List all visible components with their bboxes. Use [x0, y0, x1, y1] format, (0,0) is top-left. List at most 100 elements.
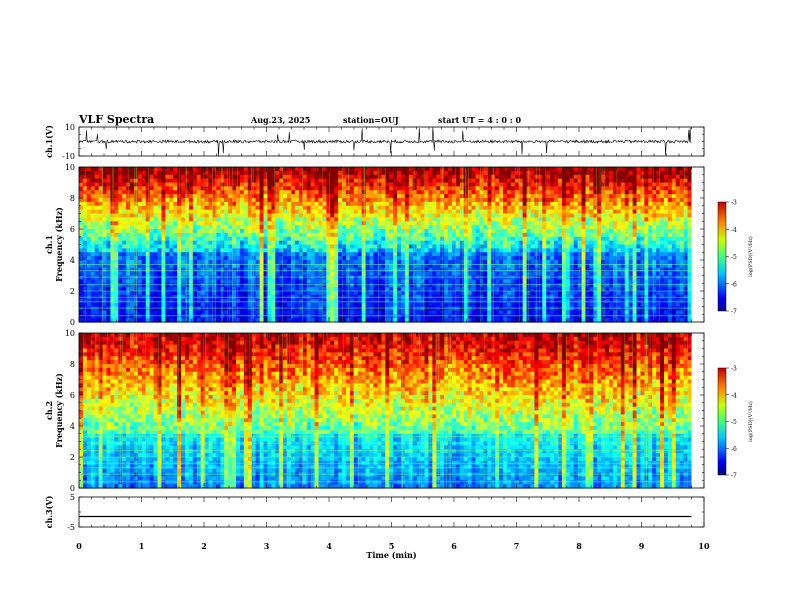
ch1-spectrogram-cell [169, 306, 174, 311]
ch1-spectrogram-cell [546, 232, 551, 238]
ch1-spectrogram-cell [200, 186, 206, 191]
ch1-spectrogram-cell [326, 182, 331, 187]
ch1-spectrogram-cell [314, 263, 320, 269]
ch1-spectrogram-cell [459, 248, 465, 253]
ch1-spectrogram-cell [334, 167, 339, 172]
ch1-spectrogram-cell [114, 271, 119, 277]
ch1-spectrogram-cell [149, 174, 155, 180]
ch1-spectrogram-cell [169, 217, 174, 222]
ch1-spectrogram-cell [397, 186, 402, 191]
ch1-spectrogram-cell [377, 314, 382, 319]
ch1-spectrogram-cell [302, 213, 308, 218]
ch1-spectrogram-cell [298, 244, 304, 249]
ch1-spectrogram-cell [192, 252, 198, 257]
ch1-spectrogram-cell [79, 240, 84, 246]
ch1-spectrogram-cell [239, 252, 245, 257]
ch1-spectrogram-cell [279, 201, 284, 207]
ch1-spectrogram-cell [216, 236, 221, 242]
ch1-spectrogram-cell [267, 178, 272, 184]
ch1-spectrogram-cell [86, 194, 92, 199]
ch1-spectrogram-cell [220, 194, 225, 199]
ch1-spectrogram-cell [475, 306, 481, 311]
ch1-spectrogram-cell [561, 260, 567, 265]
ch1-spectrogram-cell [514, 260, 520, 265]
ch1-spectrogram-cell [236, 217, 241, 222]
ch1-spectrogram-cell [479, 244, 485, 249]
ch1-spectrogram-cell [267, 260, 272, 265]
ch1-spectrogram-cell [208, 318, 214, 323]
ch1-spectrogram-cell [224, 244, 229, 249]
ch1-spectrogram-cell [149, 190, 155, 195]
ch1-spectrogram-cell [452, 248, 457, 253]
ch1-spectrogram-cell [467, 240, 473, 246]
ch1-spectrogram-cell [389, 182, 394, 187]
ch1-spectrogram-cell [82, 306, 88, 311]
ch1-spectrogram-cell [90, 263, 96, 269]
ch1-spectrogram-cell [247, 310, 253, 315]
ch1-spectrogram-cell [212, 263, 218, 269]
ch1-spectrogram-cell [424, 263, 430, 269]
ch1-spectrogram-cell [275, 252, 280, 257]
ch1-spectrogram-cell [212, 260, 218, 265]
ch1-spectrogram-cell [455, 283, 461, 288]
ch1-spectrogram-cell [133, 256, 139, 261]
ch1-spectrogram-cell [510, 225, 516, 230]
ch1-spectrogram-cell [306, 279, 312, 284]
ch1-spectrogram-cell [514, 298, 520, 304]
ch1-spectrogram-cell [503, 306, 508, 311]
ch1-spectrogram-cell [141, 318, 147, 323]
ch1-spectrogram-cell [393, 283, 398, 288]
ch1-spectrogram-cell [169, 252, 174, 257]
ch1-spectrogram-cell [169, 248, 174, 253]
ch1-spectrogram-cell [530, 213, 536, 218]
ch1-spectrogram-cell [137, 252, 143, 257]
ch1-spectrogram-cell [561, 271, 567, 277]
ch1-spectrogram-cell [236, 314, 241, 319]
ch1-spectrogram-cell [424, 287, 430, 292]
ch1-spectrogram-cell [283, 182, 288, 187]
ch1-spectrogram-cell [141, 306, 147, 311]
ch1-spectrogram-cell [440, 310, 445, 315]
ch1-spectrogram-cell [149, 240, 155, 246]
ch1-spectrogram-cell [322, 229, 327, 234]
ch1-spectrogram-cell [236, 201, 241, 207]
ch1-spectrogram-cell [243, 194, 249, 199]
ch1-spectrogram-cell [98, 217, 104, 222]
ch1-spectrogram-cell [322, 198, 327, 203]
ch1-spectrogram-cell [495, 232, 500, 238]
ch1-spectrogram-cell [393, 271, 398, 277]
ch1-spectrogram-cell [373, 174, 378, 180]
ch1-spectrogram-cell [404, 213, 410, 218]
ch1-spectrogram-cell [322, 318, 327, 323]
ch1-spectrogram-cell [212, 279, 218, 284]
ch1-spectrogram-cell [479, 298, 485, 304]
ch1-spectrogram-cell [161, 170, 166, 176]
ch1-spectrogram-cell [353, 174, 359, 180]
ch1-spectrogram-cell [216, 232, 221, 238]
ch1-spectrogram-cell [90, 260, 96, 265]
ch1-spectrogram-cell [342, 186, 347, 191]
ch1-spectrogram-cell [412, 318, 418, 323]
ch1-spectrogram-cell [404, 174, 410, 180]
ch1-spectrogram-cell [283, 170, 288, 176]
ch1-spectrogram-cell [173, 306, 178, 311]
ch1-spectrogram-cell [408, 186, 414, 191]
ch1-spectrogram-cell [448, 244, 453, 249]
ch1-spectrogram-cell [130, 283, 135, 288]
ch1-spectrogram-cell [118, 252, 123, 257]
ch1-spectrogram-cell [165, 318, 170, 323]
ch1-spectrogram-cell [82, 182, 88, 187]
ch1-spectrogram-cell [436, 252, 441, 257]
ch1-spectrogram-cell [149, 252, 155, 257]
ch1-spectrogram-cell [98, 287, 104, 292]
ch1-spectrogram-cell [79, 186, 84, 191]
ch1-spectrogram-cell [255, 318, 261, 323]
ch1-spectrogram-cell [491, 205, 496, 211]
ch1-spectrogram-cell [353, 310, 359, 315]
ch1-spectrogram-cell [130, 248, 135, 253]
ch1-spectrogram-cell [381, 244, 386, 249]
ch1-spectrogram-cell [216, 291, 221, 296]
ch1-spectrogram-cell [224, 182, 229, 187]
ch1-spectrogram-cell [165, 287, 170, 292]
ch1-spectrogram-cell [94, 275, 100, 280]
